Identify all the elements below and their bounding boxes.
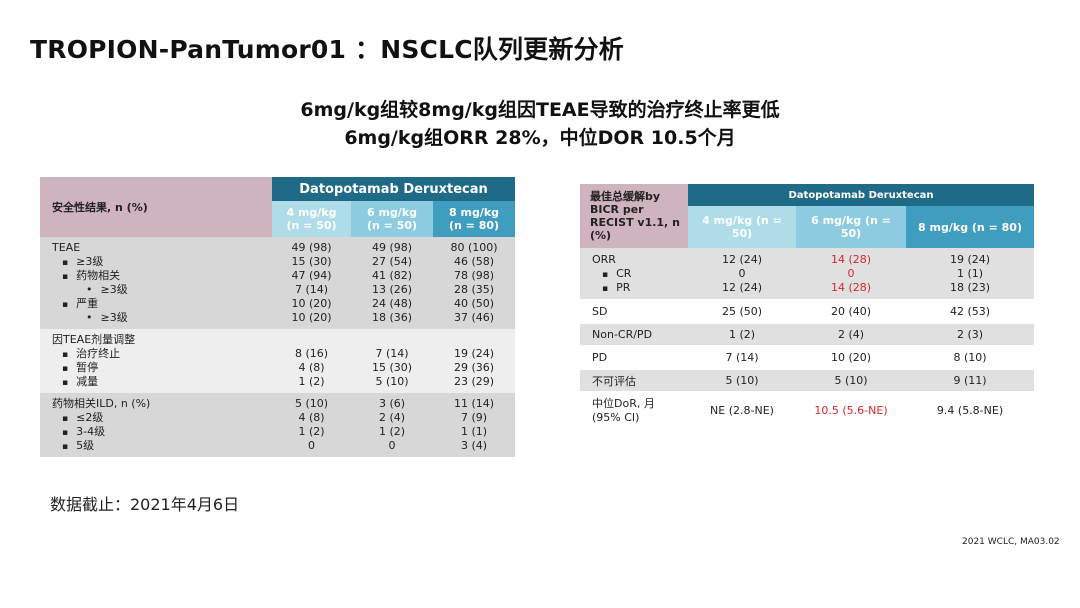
efficacy-orr-6mg-values: 14 (28) 0 14 (28) (796, 248, 906, 300)
efficacy-row-orr: ORR CR PR 12 (24) 0 12 (24) 14 (28) 0 14… (580, 248, 1035, 300)
safety-corner-label: 安全性结果, n (%) (40, 177, 272, 237)
efficacy-noncr-4mg: 1 (2) (688, 322, 796, 346)
efficacy-row-pd: PD 7 (14) 10 (20) 8 (10) (580, 345, 1035, 369)
safety-ild-8mg-values: 11 (14) 7 (9) 1 (1) 3 (4) (433, 393, 516, 457)
efficacy-dor-4mg: NE (2.8-NE) (688, 391, 796, 428)
safety-dose-4mg-values: 8 (16) 4 (8) 1 (2) (272, 329, 351, 393)
efficacy-dor-8mg: 9.4 (5.8-NE) (906, 391, 1035, 428)
efficacy-orr-8mg-values: 19 (24) 1 (1) 18 (23) (906, 248, 1035, 300)
subtitle-line-1: 6mg/kg组较8mg/kg组因TEAE导致的治疗终止率更低 (300, 99, 780, 121)
safety-group-dose-labels: 因TEAE剂量调整 治疗终止 暂停 减量 (40, 329, 272, 393)
safety-teae-6mg-values: 49 (98) 27 (54) 41 (82) 13 (26) 24 (48) … (351, 237, 433, 329)
efficacy-corner-label: 最佳总缓解by BICR per RECIST v1.1, n (%) (580, 184, 688, 248)
safety-col-4mg: 4 mg/kg (n = 50) (272, 201, 351, 237)
efficacy-dor-6mg: 10.5 (5.6-NE) (796, 391, 906, 428)
efficacy-sd-label: SD (580, 299, 688, 323)
efficacy-ne-4mg: 5 (10) (688, 368, 796, 392)
safety-drug-header: Datopotamab Deruxtecan (272, 177, 516, 201)
efficacy-row-ne: 不可评估 5 (10) 5 (10) 9 (11) (580, 368, 1035, 392)
slide-title: TROPION-PanTumor01 ：NSCLC队列更新分析 (30, 35, 624, 64)
efficacy-row-noncr: Non-CR/PD 1 (2) 2 (4) 2 (3) (580, 322, 1035, 346)
slide-subtitle: 6mg/kg组较8mg/kg组因TEAE导致的治疗终止率更低 6mg/kg组OR… (0, 96, 1080, 152)
efficacy-noncr-6mg: 2 (4) (796, 322, 906, 346)
safety-table: 安全性结果, n (%) Datopotamab Deruxtecan 4 mg… (40, 177, 516, 457)
safety-ild-6mg-values: 3 (6) 2 (4) 1 (2) 0 (351, 393, 433, 457)
efficacy-pd-8mg: 8 (10) (906, 345, 1035, 369)
efficacy-pd-4mg: 7 (14) (688, 345, 796, 369)
efficacy-table: 最佳总缓解by BICR per RECIST v1.1, n (%) Dato… (580, 184, 1035, 428)
source-citation: 2021 WCLC, MA03.02 (962, 537, 1060, 547)
safety-group-teae: TEAE ≥3级 药物相关 ≥3级 严重 ≥3级 49 (98) 15 (30)… (40, 237, 516, 329)
efficacy-pd-label: PD (580, 345, 688, 369)
efficacy-noncr-label: Non-CR/PD (580, 322, 688, 346)
safety-dose-8mg-values: 19 (24) 29 (36) 23 (29) (433, 329, 516, 393)
safety-col-8mg: 8 mg/kg (n = 80) (433, 201, 516, 237)
efficacy-ne-6mg: 5 (10) (796, 368, 906, 392)
subtitle-line-2: 6mg/kg组ORR 28%，中位DOR 10.5个月 (344, 127, 736, 149)
efficacy-ne-label: 不可评估 (580, 368, 688, 392)
safety-group-ild: 药物相关ILD, n (%) ≤2级 3-4级 5级 5 (10) 4 (8) … (40, 393, 516, 457)
efficacy-pd-6mg: 10 (20) (796, 345, 906, 369)
efficacy-orr-labels: ORR CR PR (580, 248, 688, 300)
safety-ild-4mg-values: 5 (10) 4 (8) 1 (2) 0 (272, 393, 351, 457)
efficacy-noncr-8mg: 2 (3) (906, 322, 1035, 346)
safety-group-teae-labels: TEAE ≥3级 药物相关 ≥3级 严重 ≥3级 (40, 237, 272, 329)
safety-teae-8mg-values: 80 (100) 46 (58) 78 (98) 28 (35) 40 (50)… (433, 237, 516, 329)
efficacy-col-8mg: 8 mg/kg (n = 80) (906, 206, 1035, 248)
safety-group-ild-labels: 药物相关ILD, n (%) ≤2级 3-4级 5级 (40, 393, 272, 457)
safety-teae-4mg-values: 49 (98) 15 (30) 47 (94) 7 (14) 10 (20) 1… (272, 237, 351, 329)
efficacy-orr-4mg-values: 12 (24) 0 12 (24) (688, 248, 796, 300)
efficacy-drug-header: Datopotamab Deruxtecan (688, 184, 1035, 206)
safety-col-6mg: 6 mg/kg (n = 50) (351, 201, 433, 237)
efficacy-sd-4mg: 25 (50) (688, 299, 796, 323)
efficacy-row-sd: SD 25 (50) 20 (40) 42 (53) (580, 299, 1035, 323)
efficacy-col-4mg: 4 mg/kg (n = 50) (688, 206, 796, 248)
efficacy-row-dor: 中位DoR, 月 (95% CI) NE (2.8-NE) 10.5 (5.6-… (580, 391, 1035, 428)
safety-dose-6mg-values: 7 (14) 15 (30) 5 (10) (351, 329, 433, 393)
data-cutoff-note: 数据截止：2021年4月6日 (50, 495, 240, 514)
efficacy-col-6mg: 6 mg/kg (n = 50) (796, 206, 906, 248)
safety-group-dose-adjustment: 因TEAE剂量调整 治疗终止 暂停 减量 8 (16) 4 (8) 1 (2) … (40, 329, 516, 393)
efficacy-sd-8mg: 42 (53) (906, 299, 1035, 323)
efficacy-ne-8mg: 9 (11) (906, 368, 1035, 392)
efficacy-sd-6mg: 20 (40) (796, 299, 906, 323)
efficacy-dor-label: 中位DoR, 月 (95% CI) (580, 391, 688, 428)
